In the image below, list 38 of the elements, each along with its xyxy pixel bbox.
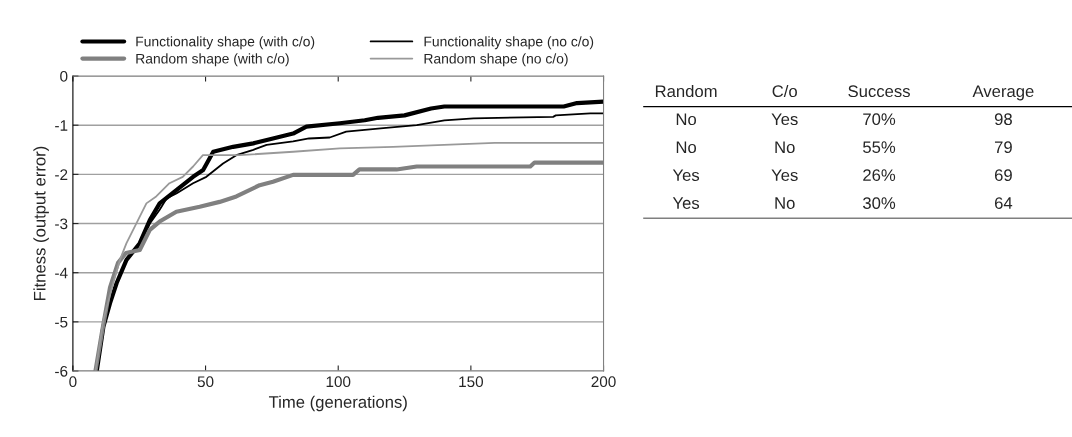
text: Yes: [672, 169, 700, 182]
legend-label: Random shape (with c/o): [136, 53, 289, 67]
x-axis-title: Time (generations): [268, 395, 407, 412]
legend-label: Functionality shape (with c/o): [136, 36, 315, 50]
y-tick-label: -2: [55, 169, 68, 180]
legend-label: Random shape (no c/o): [424, 53, 568, 67]
x-tick-label: 200: [591, 376, 616, 388]
text: 98: [994, 113, 1012, 126]
text: 69: [994, 169, 1012, 182]
category-label: C/o: [772, 84, 797, 98]
y-tick-label: 0: [60, 70, 68, 82]
y-tick-label: -3: [55, 218, 68, 230]
text: Yes: [771, 113, 798, 126]
y-tick-label: -6: [55, 365, 68, 377]
text: No: [775, 141, 795, 154]
x-tick-label: 100: [326, 376, 351, 388]
text: 55%: [863, 141, 896, 154]
text: Yes: [771, 169, 798, 182]
text: 30%: [863, 197, 896, 209]
text: 26%: [863, 169, 896, 182]
text: No: [676, 141, 697, 154]
text: No: [775, 197, 795, 209]
y-tick-label: -5: [55, 316, 68, 328]
y-axis-title: Fitness (output error): [33, 146, 49, 300]
text: Yes: [672, 197, 700, 209]
legend-label: Functionality shape (no c/o): [424, 36, 594, 50]
y-tick-label: -4: [55, 267, 68, 279]
text: No: [676, 113, 697, 126]
x-tick-label: 150: [459, 376, 484, 388]
x-tick-label: 0: [69, 376, 77, 388]
text: 64: [994, 197, 1013, 209]
category-label: Success: [848, 85, 910, 98]
text: 70%: [863, 113, 896, 126]
x-tick-label: 50: [197, 376, 214, 388]
text: 79: [994, 141, 1012, 154]
category-label: Random: [655, 84, 717, 98]
y-tick-label: -1: [55, 120, 68, 131]
category-label: Average: [972, 85, 1034, 101]
